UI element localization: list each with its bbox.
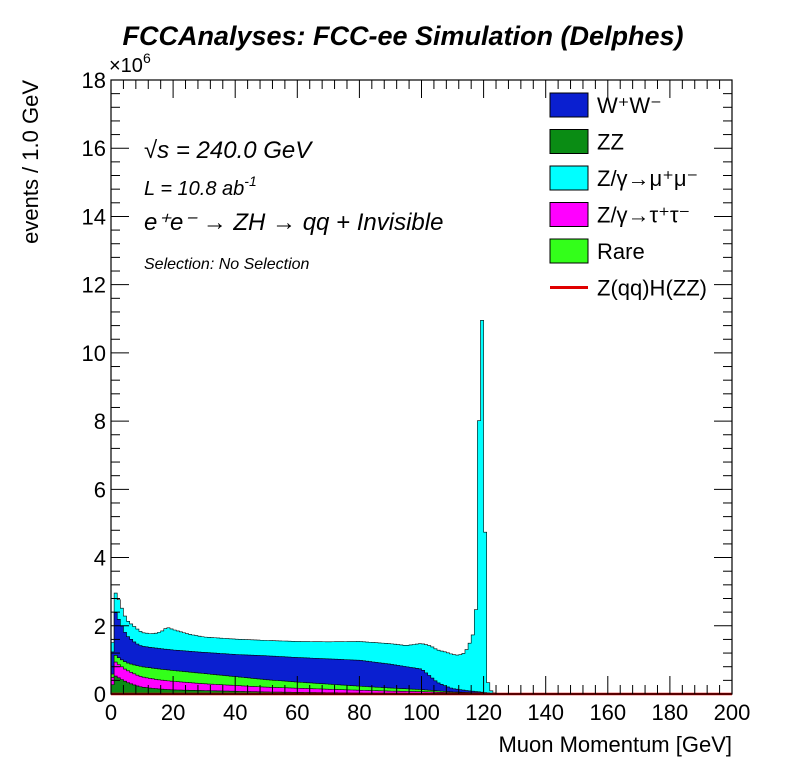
legend-label: Z(qq)H(ZZ) (597, 276, 707, 301)
legend-label: Z/γ→μ⁺μ⁻ (597, 166, 698, 191)
legend-label: Rare (597, 239, 645, 264)
legend-swatch (549, 202, 589, 227)
y-tick-label: 16 (82, 136, 106, 161)
y-tick-label: 18 (82, 68, 106, 93)
x-tick-label: 100 (403, 700, 440, 725)
axes: 0 20 40 60 80 100 120 140 160 180 200 0 2 4 6 8 10 12 14 16… (82, 68, 751, 725)
legend-entry-rare: Rare (549, 238, 645, 264)
y-axis-label: events / 1.0 GeV (18, 80, 43, 244)
x-tick-label: 180 (652, 700, 689, 725)
y-tick-label: 10 (82, 341, 106, 366)
legend: W⁺W⁻ ZZ Z/γ→μ⁺μ⁻ Z/γ→τ⁺τ⁻ Rare Z(qq)H(ZZ) (549, 92, 707, 301)
legend-swatch (549, 92, 589, 118)
chart-title: FCCAnalyses: FCC-ee Simulation (Delphes) (122, 21, 683, 51)
legend-entry-z-gamma-to-mupmum: Z/γ→μ⁺μ⁻ (549, 165, 698, 191)
legend-entry-wpwm: W⁺W⁻ (549, 92, 662, 118)
legend-entry-z-qq-h-zz: Z(qq)H(ZZ) (550, 276, 707, 301)
process-annotation: e⁺e⁻ → ZH → qq + Invisible (144, 209, 443, 236)
selection-annotation: Selection: No Selection (144, 256, 310, 273)
y-tick-label: 0 (94, 682, 106, 707)
legend-label: Z/γ→τ⁺τ⁻ (597, 203, 690, 228)
x-axis-label: Muon Momentum [GeV] (498, 732, 732, 757)
y-tick-label: 12 (82, 273, 106, 298)
y-tick-label: 4 (94, 546, 106, 571)
legend-entry-zz: ZZ (549, 129, 624, 155)
x-tick-label: 40 (223, 700, 247, 725)
legend-label: W⁺W⁻ (597, 93, 662, 118)
x-tick-label: 140 (527, 700, 564, 725)
x-tick-label: 20 (161, 700, 185, 725)
legend-swatch (549, 165, 589, 191)
x-tick-label: 200 (714, 700, 751, 725)
x-tick-label: 60 (285, 700, 309, 725)
y-tick-label: 14 (82, 204, 106, 229)
legend-label: ZZ (597, 130, 624, 155)
x-tick-label: 0 (105, 700, 117, 725)
y-exponent-label: ×106 (109, 50, 151, 77)
x-tick-label: 160 (589, 700, 626, 725)
legend-swatch (549, 129, 589, 154)
x-tick-label: 120 (465, 700, 502, 725)
luminosity-annotation: L = 10.8 ab-1 (144, 173, 257, 200)
energy-annotation: √s = 240.0 GeV (144, 137, 313, 164)
legend-entry-z-gamma-to-tauptaum: Z/γ→τ⁺τ⁻ (549, 202, 690, 228)
legend-swatch (549, 238, 589, 264)
y-tick-label: 6 (94, 477, 106, 502)
y-tick-label: 2 (94, 614, 106, 639)
x-tick-label: 80 (347, 700, 371, 725)
y-tick-label: 8 (94, 409, 106, 434)
